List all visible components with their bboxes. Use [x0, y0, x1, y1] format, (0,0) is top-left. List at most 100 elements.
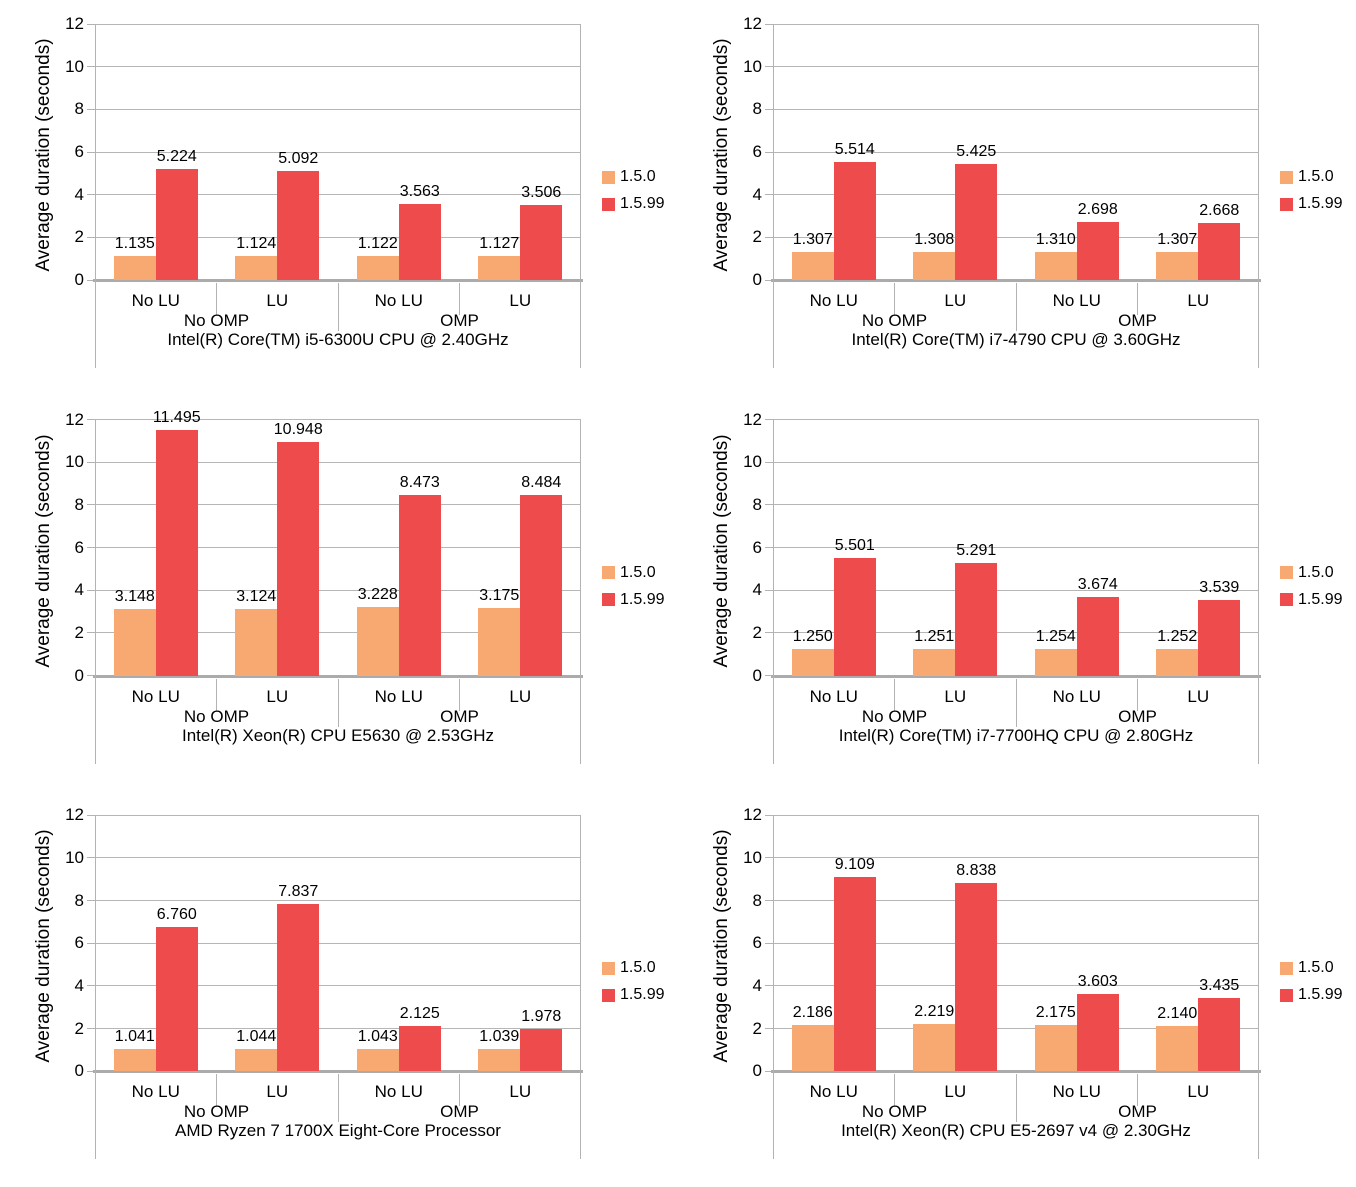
x-group-label: No OMP: [183, 311, 250, 330]
data-label: 7.837: [278, 883, 319, 901]
x-category-label: No LU: [809, 1082, 858, 1102]
y-tick-mark: [765, 589, 773, 591]
y-tick-label: 12: [743, 409, 762, 429]
y-tick-mark: [765, 675, 773, 677]
gridline: [773, 814, 1259, 816]
plot-area: 1.135 5.224 1.124 5.092 1.122 3.563 1.127 3.506: [93, 23, 583, 282]
legend-swatch: [1280, 566, 1293, 580]
legend-entry: 1.5.99: [1280, 195, 1342, 213]
y-tick-mark: [765, 1070, 773, 1072]
legend-entry: 1.5.99: [602, 591, 664, 609]
gridline: [773, 900, 1259, 902]
x-group-label: OMP: [1118, 311, 1157, 330]
bar-1-5-99: [955, 164, 998, 280]
x-category-label: LU: [1187, 291, 1210, 310]
legend-label: 1.5.99: [1298, 986, 1343, 1004]
x-category-label: No LU: [1052, 1082, 1101, 1102]
gridline: [95, 632, 581, 634]
y-tick-label: 2: [74, 1018, 84, 1038]
gridline: [773, 942, 1259, 944]
category-separator: [894, 283, 895, 315]
x-category-label: No LU: [131, 686, 180, 706]
bar-1-5-99: [1198, 600, 1241, 676]
gridline: [95, 1028, 581, 1030]
y-tick-label: 8: [74, 890, 84, 910]
y-tick-label: 4: [752, 580, 762, 600]
bar-1-5-99: [833, 877, 876, 1072]
x-axis-line: [93, 279, 583, 282]
gridline: [95, 151, 581, 153]
y-tick-label: 6: [74, 142, 84, 161]
gridline: [95, 814, 581, 816]
y-tick-label: 8: [74, 99, 84, 119]
x-axis-line: [93, 1070, 583, 1074]
x-axis-line: [771, 674, 1261, 678]
data-label: 3.175: [479, 586, 520, 604]
bar-1-5-99: [520, 205, 563, 280]
legend-entry: 1.5.99: [1280, 986, 1342, 1004]
category-separator: [459, 678, 460, 711]
y-tick-label: 12: [65, 805, 84, 825]
bar-1-5-0: [235, 609, 278, 676]
y-tick-mark: [87, 985, 95, 987]
bar-1-5-0: [356, 256, 399, 280]
gridline: [95, 419, 581, 421]
gridline: [773, 1028, 1259, 1030]
x-axis-line: [93, 674, 583, 678]
category-separator: [1137, 1074, 1138, 1107]
y-tick-mark: [765, 419, 773, 421]
y-tick-label: 0: [74, 1061, 84, 1081]
legend-swatch: [602, 197, 615, 211]
legend-label: 1.5.0: [1298, 168, 1334, 185]
y-tick-label: 2: [752, 622, 762, 642]
legend-swatch: [602, 988, 615, 1002]
bar-1-5-0: [913, 252, 956, 280]
bar-1-5-99: [520, 494, 563, 676]
legend-swatch: [602, 566, 615, 580]
data-label: 3.435: [1199, 977, 1240, 995]
bar-1-5-99: [955, 882, 998, 1072]
x-category-label: No LU: [131, 291, 180, 310]
data-label: 1.308: [914, 231, 955, 249]
x-group-label: No OMP: [861, 706, 928, 726]
legend: 1.5.0 1.5.99: [1280, 168, 1342, 213]
bar-1-5-0: [356, 1049, 399, 1072]
y-tick-mark: [765, 857, 773, 859]
bar-1-5-99: [398, 494, 441, 676]
x-category-label: No LU: [809, 686, 858, 706]
y-tick-label: 10: [743, 452, 762, 472]
y-tick-mark: [765, 1028, 773, 1030]
gridline: [773, 461, 1259, 463]
gridline: [773, 589, 1259, 591]
frame-border-left: [773, 815, 774, 1160]
plot-area: 1.041 6.760 1.044 7.837 1.043 2.125 1.039 1.978: [93, 814, 583, 1074]
gridline: [95, 194, 581, 196]
y-tick-mark: [765, 236, 773, 238]
bar-1-5-0: [235, 256, 278, 280]
legend: 1.5.0 1.5.99: [602, 959, 664, 1004]
y-tick-mark: [87, 547, 95, 549]
legend-label: 1.5.99: [1298, 590, 1343, 608]
data-label: 3.539: [1199, 579, 1240, 597]
data-label: 2.668: [1199, 202, 1240, 220]
gridline: [95, 589, 581, 591]
gridline: [95, 985, 581, 987]
y-tick-mark: [87, 589, 95, 591]
data-label: 1.250: [792, 628, 833, 645]
bar-1-5-0: [113, 608, 156, 676]
legend-label: 1.5.99: [1298, 195, 1343, 212]
x-category-label: LU: [266, 291, 289, 310]
y-tick-label: 6: [74, 933, 84, 953]
bar-1-5-0: [1034, 648, 1077, 676]
data-label: 1.039: [479, 1028, 520, 1046]
y-tick-mark: [765, 279, 773, 281]
data-label: 1.044: [236, 1028, 277, 1046]
y-tick-mark: [765, 108, 773, 110]
plot-area: 1.250 5.501 1.251 5.291 1.254 3.674 1.252 3.539: [771, 419, 1261, 678]
y-tick-label: 12: [743, 805, 762, 825]
x-category-label: LU: [1187, 686, 1210, 706]
y-tick-mark: [87, 857, 95, 859]
category-separator: [216, 678, 217, 711]
gridline: [773, 194, 1259, 196]
